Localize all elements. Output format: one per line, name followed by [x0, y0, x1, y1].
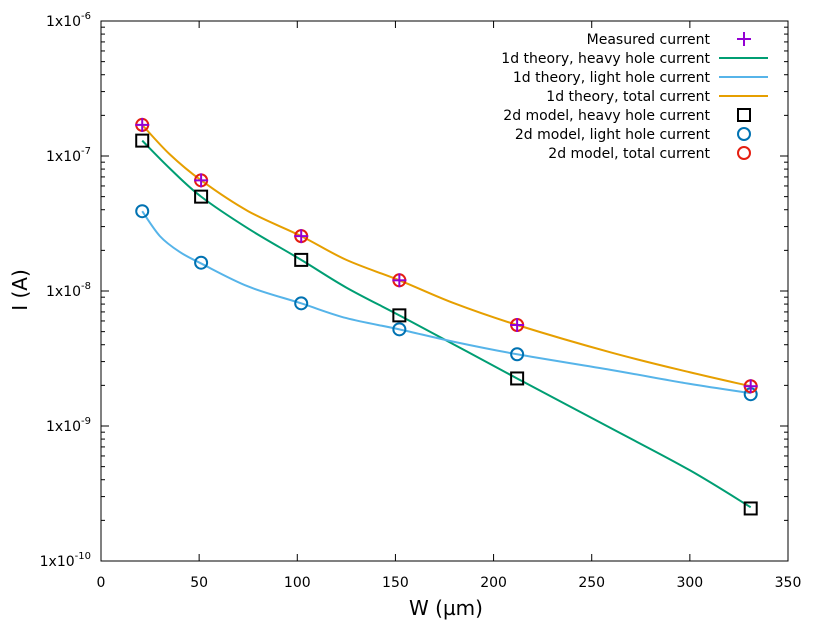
series-5-point	[135, 204, 150, 219]
legend-label: 2d model, total current	[548, 146, 710, 162]
series-5-point	[294, 296, 309, 311]
series-0-point	[743, 379, 758, 394]
series-0-point	[135, 117, 150, 132]
series-5-point	[392, 322, 407, 337]
series-0-point	[294, 229, 309, 244]
y-tick-mantissa: 1x10	[46, 284, 81, 300]
legend-label: 1d theory, light hole current	[513, 70, 711, 86]
y-tick-mantissa: 1x10	[46, 149, 81, 165]
legend-label: 2d model, heavy hole current	[503, 108, 710, 124]
y-tick-mantissa: 1x10	[40, 554, 75, 570]
x-axis-ticks: 0 50 100 150 200 250 300 350	[97, 21, 802, 591]
series-5-point	[510, 347, 525, 362]
series-4-point	[392, 308, 407, 323]
legend-label: Measured current	[587, 32, 711, 48]
series-0-point	[392, 273, 407, 288]
legend-label: 1d theory, heavy hole current	[501, 51, 710, 67]
legend: Measured current 1d theory, heavy hole cu…	[501, 32, 768, 162]
x-tick-label: 250	[578, 575, 605, 591]
x-tick-label: 150	[382, 575, 409, 591]
series-lines	[141, 124, 752, 509]
series-points	[135, 117, 758, 516]
y-tick-mantissa: 1x10	[46, 14, 81, 30]
series-line-3	[141, 124, 751, 388]
y-tick-exponent: -9	[81, 416, 91, 427]
legend-swatch	[737, 127, 751, 141]
y-tick-mantissa: 1x10	[46, 419, 81, 435]
y-tick-label: 1x10-10	[40, 551, 91, 570]
y-tick-exponent: -10	[75, 551, 91, 562]
x-axis-title: W (µm)	[409, 596, 483, 620]
x-tick-label: 200	[480, 575, 507, 591]
legend-swatch	[737, 146, 751, 160]
series-line-1	[141, 139, 752, 509]
x-tick-label: 100	[284, 575, 311, 591]
legend-swatch	[737, 108, 751, 122]
series-4-point	[194, 189, 209, 204]
x-tick-label: 350	[775, 575, 802, 591]
x-tick-label: 300	[676, 575, 703, 591]
series-4-point	[135, 133, 150, 148]
series-line-2	[141, 210, 751, 395]
series-0-point	[194, 173, 209, 188]
series-5-point	[194, 255, 209, 270]
y-tick-exponent: -6	[81, 11, 91, 22]
y-tick-label: 1x10-8	[46, 281, 91, 300]
x-tick-label: 0	[97, 575, 106, 591]
legend-label: 2d model, light hole current	[515, 127, 711, 143]
y-tick-label: 1x10-7	[46, 146, 91, 165]
series-4-point	[294, 252, 309, 267]
x-tick-label: 50	[190, 575, 208, 591]
legend-swatch	[737, 32, 751, 46]
y-axis-title: I (A)	[8, 269, 32, 311]
y-tick-label: 1x10-9	[46, 416, 91, 435]
y-tick-exponent: -8	[81, 281, 91, 292]
series-4-point	[510, 371, 525, 386]
y-tick-label: 1x10-6	[46, 11, 91, 30]
legend-label: 1d theory, total current	[546, 89, 710, 105]
y-tick-exponent: -7	[81, 146, 91, 157]
series-4-point	[743, 501, 758, 516]
series-0-point	[510, 317, 525, 332]
